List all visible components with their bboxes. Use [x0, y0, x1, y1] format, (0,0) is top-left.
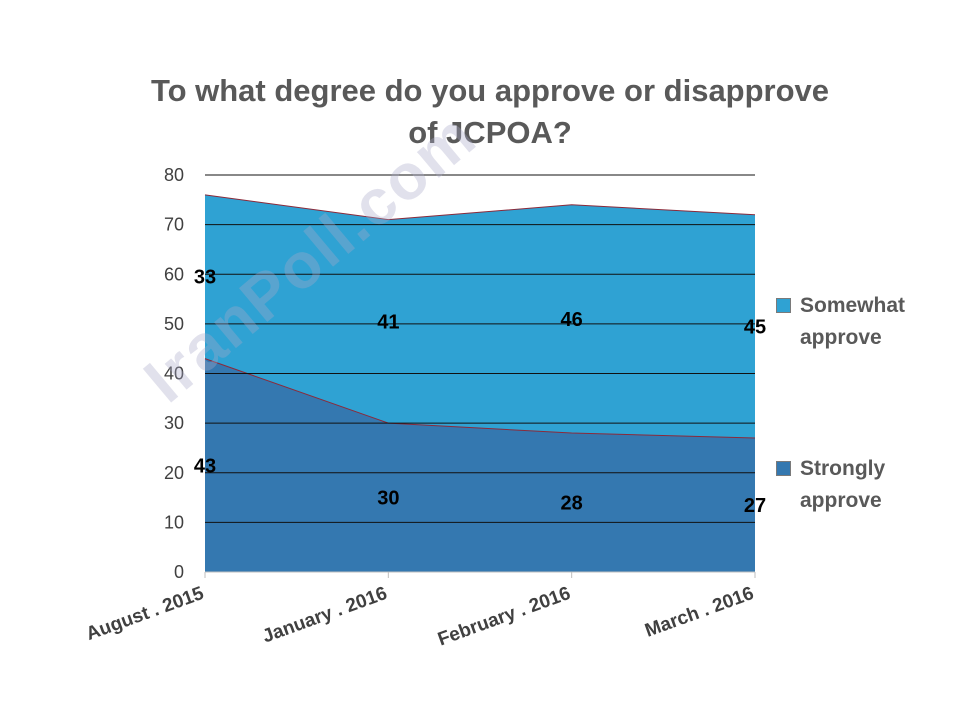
area-layer	[204, 194, 756, 572]
grid-lines	[205, 174, 755, 523]
y-tick-label: 50	[164, 314, 184, 334]
legend-swatch-strongly-approve	[776, 461, 791, 476]
y-tick-label: 30	[164, 413, 184, 433]
data-label-strongly-approve: 28	[561, 493, 583, 515]
edge-strongly-approve	[204, 358, 756, 439]
legend-item-somewhat-approve: Somewhat approve	[776, 290, 930, 354]
x-tick-label: January . 2016	[260, 583, 390, 648]
area-strongly-approve	[205, 358, 755, 572]
data-label-strongly-approve: 43	[194, 455, 216, 477]
data-label-somewhat-approve: 46	[561, 309, 583, 331]
y-tick-label: 10	[164, 512, 184, 532]
area-somewhat-approve	[205, 194, 755, 439]
data-labels: 43 33 30 41 28 46 27 45	[194, 267, 766, 517]
x-tick-label: August . 2015	[83, 583, 207, 645]
y-tick-label: 70	[164, 215, 184, 235]
y-tick-label: 40	[164, 364, 184, 384]
y-tick-label: 20	[164, 463, 184, 483]
y-tick-label: 60	[164, 264, 184, 284]
data-label-strongly-approve: 27	[744, 495, 766, 517]
y-tick-label: 0	[174, 562, 184, 582]
legend-label-somewhat-approve: Somewhat approve	[800, 294, 906, 349]
x-tick-label: February . 2016	[435, 583, 573, 650]
legend-swatch-somewhat-approve	[776, 298, 791, 313]
data-label-strongly-approve: 30	[377, 488, 399, 510]
data-label-somewhat-approve: 33	[194, 267, 216, 289]
x-tick-label: March . 2016	[642, 583, 756, 642]
y-tick-label: 80	[164, 165, 184, 185]
data-label-somewhat-approve: 45	[744, 316, 766, 338]
data-label-somewhat-approve: 41	[377, 311, 399, 333]
chart-title: To what degree do you approve or disappr…	[150, 73, 830, 150]
legend-label-strongly-approve: Strongly approve	[800, 457, 886, 512]
edge-somewhat-approve	[204, 194, 756, 221]
legend-item-strongly-approve: Strongly approve	[776, 453, 930, 517]
